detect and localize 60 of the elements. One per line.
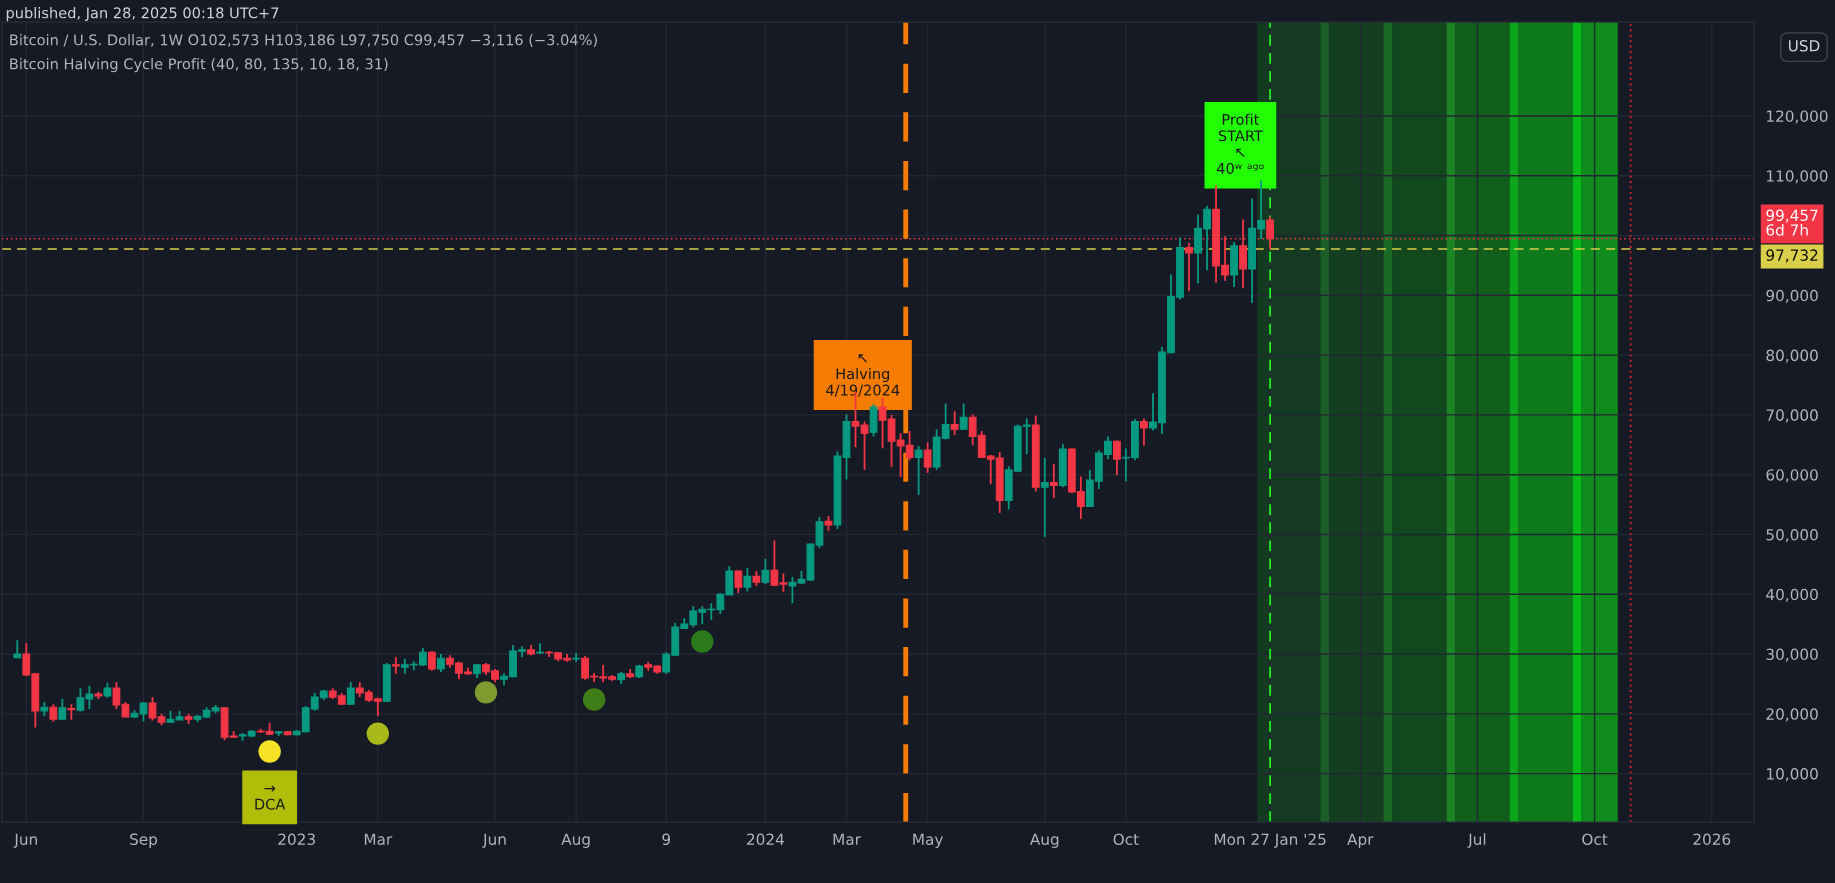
candlestick	[1049, 463, 1058, 499]
y-tick-label: 60,000	[1766, 469, 1818, 483]
x-tick-label: 9	[662, 833, 671, 846]
x-tick-label: Oct	[1113, 833, 1139, 846]
point	[474, 681, 498, 704]
y-tick-label: 40,000	[1766, 588, 1818, 602]
point	[691, 630, 714, 653]
x-tick-label: Mar	[364, 833, 393, 846]
annotation: Profit START ↖ 40ʷ ᵃᵍᵒ	[1216, 113, 1264, 174]
candlestick	[923, 441, 932, 474]
x-tick-label: May	[913, 833, 943, 848]
candlestick	[743, 567, 752, 593]
text: USD	[1789, 40, 1820, 52]
x-tick-label: Aug	[1030, 833, 1059, 848]
annotation: ↖ Halving 4/19/2024	[826, 354, 900, 397]
y-tick-label: 110,000	[1767, 170, 1828, 184]
candlestick	[950, 410, 959, 437]
candlestick	[1140, 417, 1148, 447]
candlestick	[346, 681, 355, 706]
candlestick	[1185, 241, 1193, 293]
text: Bitcoin / U.S. Dollar, 1W O102,573 H103,186 L97,750 C99,457 −3,116 (−3.04%)	[10, 34, 597, 48]
y-tick-label: 50,000	[1766, 528, 1818, 543]
candlestick	[391, 656, 400, 675]
ref-line-label: 97,732	[1766, 249, 1818, 263]
x-tick-label: 2026	[1693, 833, 1731, 846]
y-tick-label: 70,000	[1766, 409, 1818, 423]
point	[582, 688, 606, 711]
x-tick-label: Jul	[1467, 833, 1486, 848]
x-tick-label: Mon 27 Jan '25	[1214, 833, 1326, 848]
candlestick	[58, 697, 67, 721]
point	[366, 722, 390, 745]
candlestick	[536, 642, 544, 655]
text: Bitcoin Halving Cycle Profit (40, 80, 135, 10, 18, 31)	[10, 58, 388, 73]
x-tick-label: Aug	[561, 833, 590, 848]
x-tick-label: Sep	[130, 833, 158, 848]
x-tick-label: 2024	[747, 833, 784, 846]
y-tick-label: 10,000	[1767, 768, 1818, 782]
x-tick-label: Apr	[1347, 833, 1374, 848]
x-tick-label: 2023	[278, 833, 315, 846]
candlestick	[427, 650, 436, 672]
y-tick-label: 20,000	[1766, 708, 1818, 722]
y-tick-label: 90,000	[1766, 289, 1818, 303]
x-tick-label: Jun	[482, 833, 506, 848]
y-tick-label: 30,000	[1766, 648, 1818, 662]
candlestick	[1112, 439, 1121, 477]
x-tick-label: Mar	[833, 833, 861, 846]
y-tick-label: 80,000	[1766, 349, 1818, 363]
candlestick	[67, 703, 76, 721]
point	[258, 740, 281, 763]
annotation: → DCA	[255, 785, 286, 810]
candlestick	[734, 569, 743, 594]
candlestick	[1040, 457, 1049, 538]
text: published, Jan 28, 2025 00:18 UTC+7	[6, 7, 279, 22]
ref-line-label: 99,457 6d 7h	[1766, 209, 1818, 236]
candlestick	[959, 402, 968, 431]
candlestick	[761, 558, 770, 586]
x-tick-label: Jun	[13, 833, 37, 848]
y-tick-label: 120,000	[1767, 110, 1828, 124]
x-tick-label: Oct	[1582, 833, 1608, 846]
candlestick	[914, 445, 923, 496]
